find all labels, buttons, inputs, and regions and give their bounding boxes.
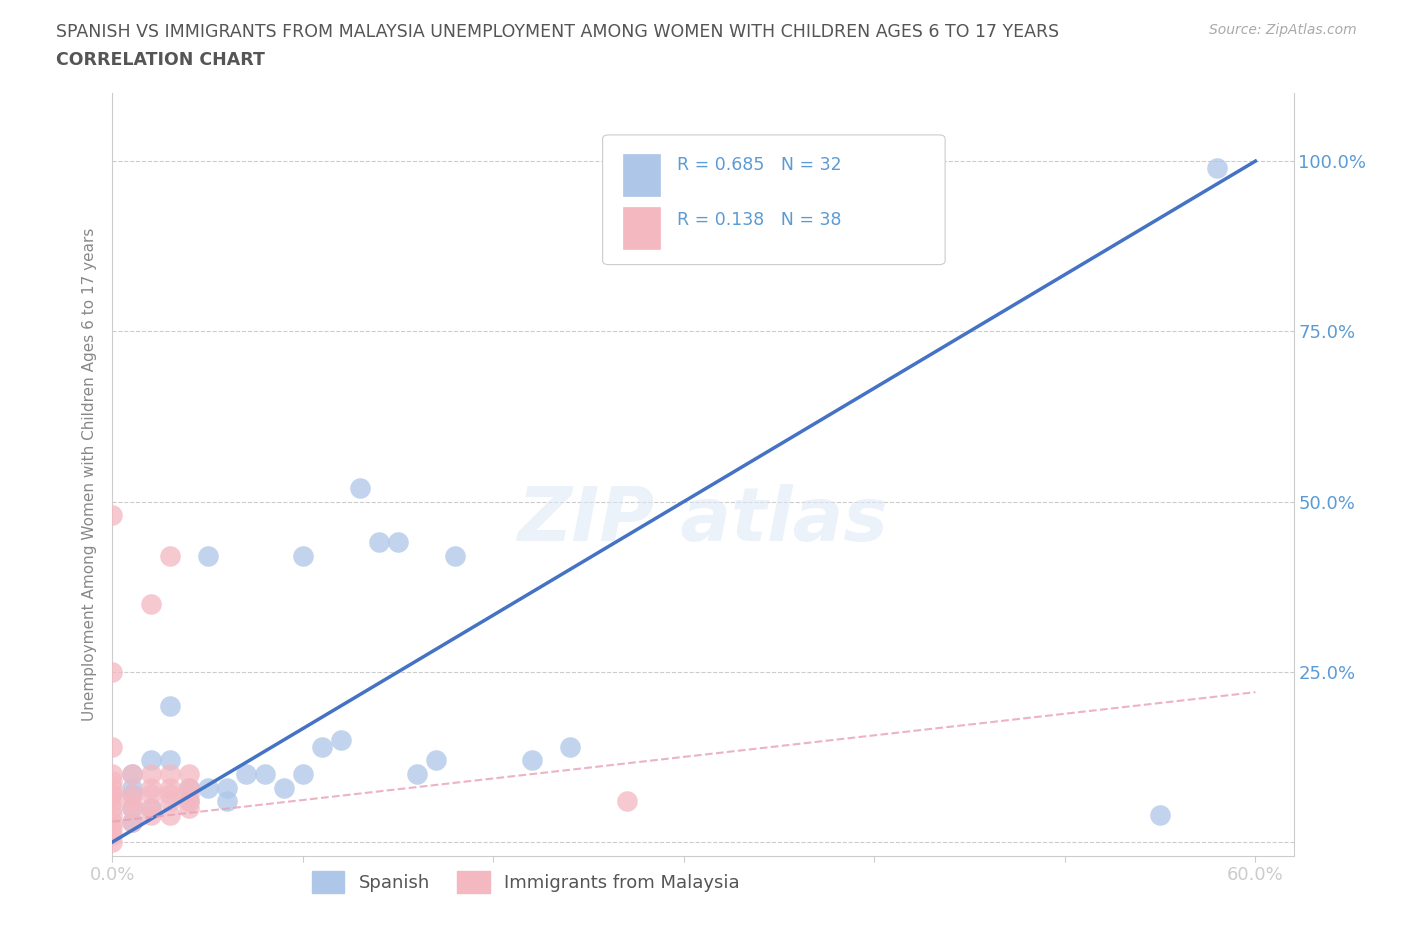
Point (101, 787, 124, 802)
Point (215, 793, 238, 808)
Point (101, 739, 124, 754)
Point (215, 780, 238, 795)
Point (177, 780, 200, 795)
Point (253, 766, 276, 781)
Point (406, 766, 429, 781)
Text: Source: ZipAtlas.com: Source: ZipAtlas.com (1209, 23, 1357, 37)
Y-axis label: Unemployment Among Women with Children Ages 6 to 17 years: Unemployment Among Women with Children A… (82, 228, 97, 721)
Point (101, 814, 124, 829)
Point (101, 664, 124, 679)
Point (101, 793, 124, 808)
Text: R = 0.685   N = 32: R = 0.685 N = 32 (678, 155, 842, 174)
Point (177, 793, 200, 808)
Point (159, 787, 181, 802)
Point (1206, 161, 1229, 176)
Point (444, 549, 467, 564)
Point (520, 753, 543, 768)
FancyBboxPatch shape (623, 207, 661, 249)
Text: ZIP atlas: ZIP atlas (517, 484, 889, 556)
Point (159, 549, 181, 564)
Point (139, 596, 162, 611)
Point (558, 739, 581, 754)
Point (101, 828, 124, 843)
Point (139, 766, 162, 781)
Point (101, 766, 124, 781)
Point (616, 793, 638, 808)
Point (177, 787, 200, 802)
Point (101, 773, 124, 788)
Point (139, 787, 162, 802)
Point (121, 793, 143, 808)
Point (387, 535, 409, 550)
Point (139, 801, 162, 816)
Point (121, 787, 143, 802)
Point (121, 766, 143, 781)
Point (235, 766, 257, 781)
Point (101, 780, 124, 795)
Point (121, 801, 143, 816)
Point (121, 814, 143, 829)
Point (101, 834, 124, 849)
Point (159, 766, 181, 781)
Point (368, 535, 391, 550)
Point (177, 766, 200, 781)
Point (121, 814, 143, 829)
Point (291, 766, 314, 781)
FancyBboxPatch shape (603, 135, 945, 265)
Point (159, 698, 181, 713)
Point (177, 780, 200, 795)
Point (197, 549, 219, 564)
Point (273, 780, 295, 795)
Point (291, 549, 314, 564)
Point (177, 793, 200, 808)
Point (177, 801, 200, 816)
Point (159, 793, 181, 808)
FancyBboxPatch shape (623, 154, 661, 196)
Point (349, 481, 371, 496)
Point (139, 780, 162, 795)
Point (311, 739, 333, 754)
Point (159, 780, 181, 795)
Point (101, 807, 124, 822)
Point (139, 801, 162, 816)
Point (101, 801, 124, 816)
Point (139, 753, 162, 768)
Point (159, 753, 181, 768)
Point (197, 780, 219, 795)
Point (330, 733, 353, 748)
Point (101, 787, 124, 802)
Text: R = 0.138   N = 38: R = 0.138 N = 38 (678, 211, 842, 229)
Text: CORRELATION CHART: CORRELATION CHART (56, 51, 266, 69)
Point (139, 807, 162, 822)
Point (159, 807, 181, 822)
Point (121, 801, 143, 816)
Legend: Spanish, Immigrants from Malaysia: Spanish, Immigrants from Malaysia (305, 863, 747, 900)
Point (101, 821, 124, 836)
Point (121, 766, 143, 781)
Point (1149, 807, 1171, 822)
Point (121, 787, 143, 802)
Point (101, 508, 124, 523)
Point (121, 780, 143, 795)
Text: SPANISH VS IMMIGRANTS FROM MALAYSIA UNEMPLOYMENT AMONG WOMEN WITH CHILDREN AGES : SPANISH VS IMMIGRANTS FROM MALAYSIA UNEM… (56, 23, 1059, 41)
Point (425, 753, 447, 768)
